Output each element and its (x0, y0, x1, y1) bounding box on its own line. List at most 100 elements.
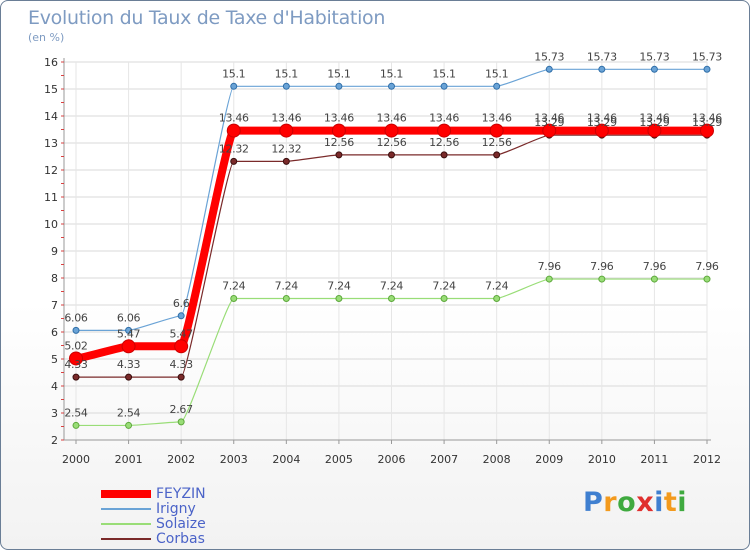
x-tick-label: 2002 (167, 453, 195, 466)
y-tick-label: 8 (51, 272, 58, 285)
data-point-irigny (545, 65, 553, 73)
data-label-irigny: 15.1 (432, 67, 455, 80)
y-tick-label: 6 (51, 326, 58, 339)
data-label-solaize: 7.96 (538, 260, 562, 273)
data-label-feyzin: 13.46 (482, 112, 512, 125)
data-point-solaize (440, 295, 448, 303)
data-label-feyzin: 13.46 (271, 112, 301, 125)
data-point-solaize (177, 418, 185, 426)
data-label-irigny: 15.1 (222, 67, 245, 80)
data-point-solaize (703, 275, 711, 283)
data-label-corbas: 12.56 (324, 136, 354, 149)
x-tick-label: 2000 (62, 453, 90, 466)
data-point-corbas (230, 157, 238, 165)
data-point-feyzin (174, 339, 189, 354)
data-label-solaize: 7.24 (327, 280, 351, 293)
x-tick-label: 2008 (483, 453, 511, 466)
chart-subtitle: (en %) (28, 31, 65, 44)
data-label-irigny: 15.1 (327, 67, 350, 80)
x-tick-label: 2007 (430, 453, 458, 466)
data-label-irigny: 15.1 (275, 67, 298, 80)
data-label-solaize: 2.54 (117, 406, 141, 419)
data-label-corbas: 13.29 (587, 116, 617, 129)
data-point-feyzin (700, 123, 714, 138)
data-label-feyzin: 13.46 (692, 112, 722, 125)
data-point-irigny (388, 82, 395, 90)
data-point-feyzin (647, 123, 662, 138)
data-label-irigny: 15.73 (587, 50, 617, 63)
data-label-feyzin: 13.46 (219, 112, 249, 125)
data-label-corbas: 12.56 (482, 136, 512, 149)
data-label-feyzin: 13.46 (377, 112, 407, 125)
data-point-irigny (598, 65, 606, 73)
data-label-corbas: 13.29 (639, 116, 669, 129)
data-point-corbas (72, 373, 80, 381)
data-point-irigny (72, 326, 80, 334)
data-label-irigny: 15.1 (380, 67, 403, 80)
data-point-solaize (230, 295, 238, 303)
series-line-irigny (75, 68, 708, 331)
series-line-solaize (75, 278, 708, 427)
data-point-feyzin (226, 123, 241, 138)
y-tick-label: 10 (44, 218, 58, 231)
data-label-irigny: 15.73 (534, 50, 564, 63)
legend-label: Corbas (156, 531, 205, 547)
y-tick-label: 11 (44, 191, 58, 204)
logo-letter: x (636, 487, 655, 518)
legend-swatch (101, 523, 151, 525)
legend-label: Solaize (156, 516, 206, 532)
x-tick-label: 2006 (378, 453, 406, 466)
data-point-irigny (335, 82, 343, 90)
data-point-irigny (282, 82, 290, 90)
data-point-corbas (335, 151, 343, 159)
data-point-solaize (493, 295, 501, 303)
data-point-solaize (282, 295, 290, 303)
series-line-feyzin (72, 126, 711, 363)
data-point-corbas (282, 157, 290, 165)
data-label-solaize: 2.54 (64, 406, 88, 419)
legend-swatch (101, 508, 151, 510)
x-tick-label: 2009 (535, 453, 563, 466)
data-point-irigny (177, 312, 185, 320)
data-label-irigny: 6.6 (173, 297, 190, 310)
data-label-solaize: 2.67 (170, 403, 194, 416)
data-point-irigny (650, 65, 658, 73)
data-label-corbas: 4.33 (170, 358, 194, 371)
logo-letter: o (617, 487, 637, 518)
data-point-feyzin (384, 123, 399, 138)
data-point-irigny (230, 82, 238, 90)
data-label-corbas: 12.56 (429, 136, 459, 149)
data-label-irigny: 6.06 (64, 311, 88, 324)
data-label-corbas: 4.33 (117, 358, 141, 371)
y-tick-label: 9 (51, 245, 58, 258)
data-label-corbas: 12.32 (219, 142, 249, 155)
logo-letter: t (663, 487, 678, 518)
legend-swatch (101, 538, 151, 540)
data-point-corbas (440, 151, 448, 159)
x-tick-label: 2005 (325, 453, 353, 466)
x-tick-label: 2010 (588, 453, 616, 466)
data-label-solaize: 7.96 (590, 260, 614, 273)
x-tick-label: 2003 (220, 453, 248, 466)
x-tick-label: 2004 (272, 453, 300, 466)
data-label-solaize: 7.24 (275, 280, 299, 293)
data-point-irigny (493, 82, 501, 90)
data-point-corbas (493, 151, 501, 159)
data-label-corbas: 13.29 (534, 116, 564, 129)
data-point-feyzin (69, 351, 83, 366)
data-label-corbas: 4.33 (64, 358, 88, 371)
data-point-solaize (650, 275, 658, 283)
data-point-feyzin (279, 123, 294, 138)
y-tick-label: 5 (51, 353, 58, 366)
logo-letter: r (603, 487, 618, 518)
series-line-corbas (75, 134, 708, 378)
data-point-solaize (125, 421, 133, 429)
data-label-irigny: 15.1 (485, 67, 508, 80)
data-point-irigny (703, 65, 711, 73)
data-point-feyzin (331, 123, 346, 138)
data-point-corbas (177, 373, 185, 381)
data-label-feyzin: 5.02 (64, 339, 87, 352)
logo-letter: i (654, 487, 664, 518)
logo-letter: i (677, 487, 688, 518)
